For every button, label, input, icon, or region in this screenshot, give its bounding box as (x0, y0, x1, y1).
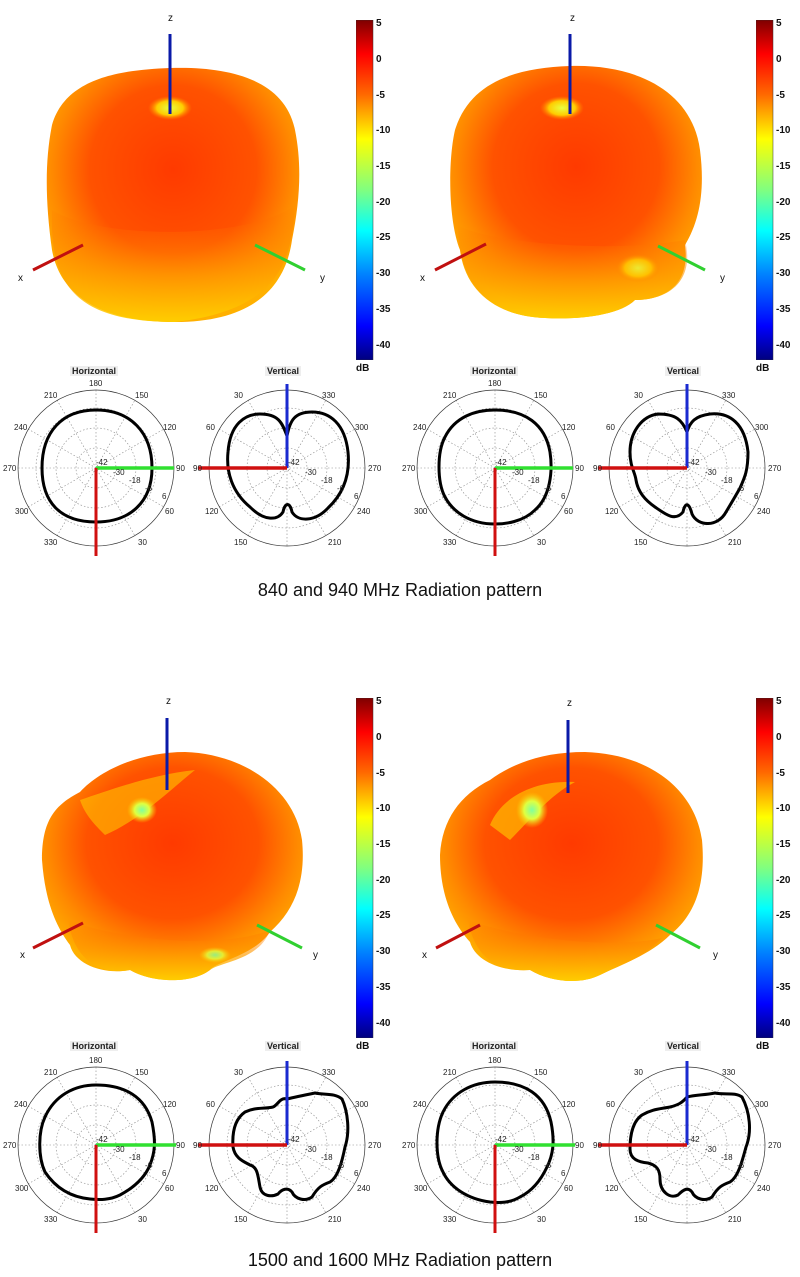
pattern-3d-940: z x y (400, 0, 750, 340)
figure-caption: 840 and 940 MHz Radiation pattern (257, 580, 543, 600)
polar-grid (17, 1066, 176, 1233)
y-axis-label: y (720, 273, 725, 284)
polar-vertical-840: Vertical 30 330 300 270 240 210 150 120 … (190, 362, 390, 562)
polar-horizontal-1500: Horizontal 180 150 120 90 60 30 330 300 … (0, 1037, 195, 1237)
polar-grid (198, 1061, 366, 1224)
y-axis-line (254, 243, 306, 272)
polar-grid (198, 384, 366, 547)
y-axis-line (655, 923, 701, 950)
pattern-trace (437, 408, 553, 526)
pattern-3d-1500: z x y (0, 680, 350, 1020)
z-axis-label: z (570, 13, 575, 24)
polar-title: Horizontal (70, 366, 118, 376)
polar-title: Vertical (665, 366, 702, 376)
polar-title: Vertical (265, 366, 302, 376)
pattern-trace (226, 410, 350, 521)
polar-title: Horizontal (470, 1041, 518, 1051)
y-axis-line (657, 244, 706, 272)
polar-grid (598, 384, 766, 547)
pattern-trace (628, 1091, 751, 1201)
colorbar-unit: dB (756, 1041, 770, 1052)
colorbar: 5 0 -5 -10 -15 -20 -25 -30 -35 -40 dB (356, 696, 391, 1052)
x-axis-line (434, 242, 487, 272)
polar-horizontal-940: Horizontal 180 150 120 90 60 30 330 300 … (395, 362, 590, 562)
polar-horizontal-1600: Horizontal 180 150 120 90 60 30 330 300 … (395, 1037, 590, 1237)
pattern-trace (38, 1083, 156, 1201)
x-axis-label: x (18, 273, 23, 284)
polar-grid (416, 1066, 575, 1233)
polar-vertical-1600: Vertical 30 330 300 270 240 210 150 120 … (590, 1037, 800, 1237)
polar-grid (416, 389, 574, 556)
z-axis-label: z (168, 13, 173, 24)
y-axis-line (256, 923, 303, 950)
x-axis-line (32, 921, 84, 950)
polar-vertical-1500: Vertical 30 330 300 270 240 210 150 120 … (190, 1037, 400, 1237)
x-axis-line (435, 923, 481, 950)
pattern-trace (628, 412, 750, 525)
z-axis-label: z (567, 698, 572, 709)
y-axis-label: y (313, 950, 318, 961)
pattern-trace (435, 1080, 555, 1204)
polar-title: Horizontal (70, 1041, 118, 1051)
pattern-3d-blob (32, 34, 306, 323)
colorbar-unit: dB (356, 363, 370, 374)
colorbar: 5 0 -5 -10 -15 -20 -25 -30 -35 -40 dB (756, 696, 791, 1052)
colorbar: 5 0 -5 -10 -15 -20 -25 -30 -35 -40 dB (756, 18, 791, 374)
colorbar-unit: dB (356, 1041, 370, 1052)
y-axis-label: y (320, 273, 325, 284)
z-axis-label: z (166, 696, 171, 707)
colorbar: 5 0 -5 -10 -15 -20 -25 -30 -35 -40 dB (356, 18, 391, 374)
polar-title: Vertical (665, 1041, 702, 1051)
x-axis-line (32, 243, 84, 272)
pattern-3d-blob (32, 718, 303, 981)
pattern-3d-840: z x y (0, 0, 350, 340)
x-axis-label: x (420, 273, 425, 284)
pattern-3d-blob (434, 34, 706, 319)
colorbar-unit: dB (756, 363, 770, 374)
y-axis-label: y (713, 950, 718, 961)
polar-title: Horizontal (470, 366, 518, 376)
polar-horizontal-840: Horizontal 180 150 120 90 60 30 330 300 … (0, 362, 195, 562)
figure-caption: 1500 and 1600 MHz Radiation pattern (247, 1250, 553, 1270)
polar-vertical-940: Vertical 30 330 300 270 240 210 150 120 … (590, 362, 800, 562)
pattern-trace (231, 1091, 350, 1201)
pattern-3d-1600: z x y (400, 680, 750, 1020)
x-axis-label: x (20, 950, 25, 961)
polar-grid (598, 1061, 766, 1224)
x-axis-label: x (422, 950, 427, 961)
polar-title: Vertical (265, 1041, 302, 1051)
pattern-3d-blob (435, 720, 703, 982)
polar-grid (17, 389, 175, 556)
